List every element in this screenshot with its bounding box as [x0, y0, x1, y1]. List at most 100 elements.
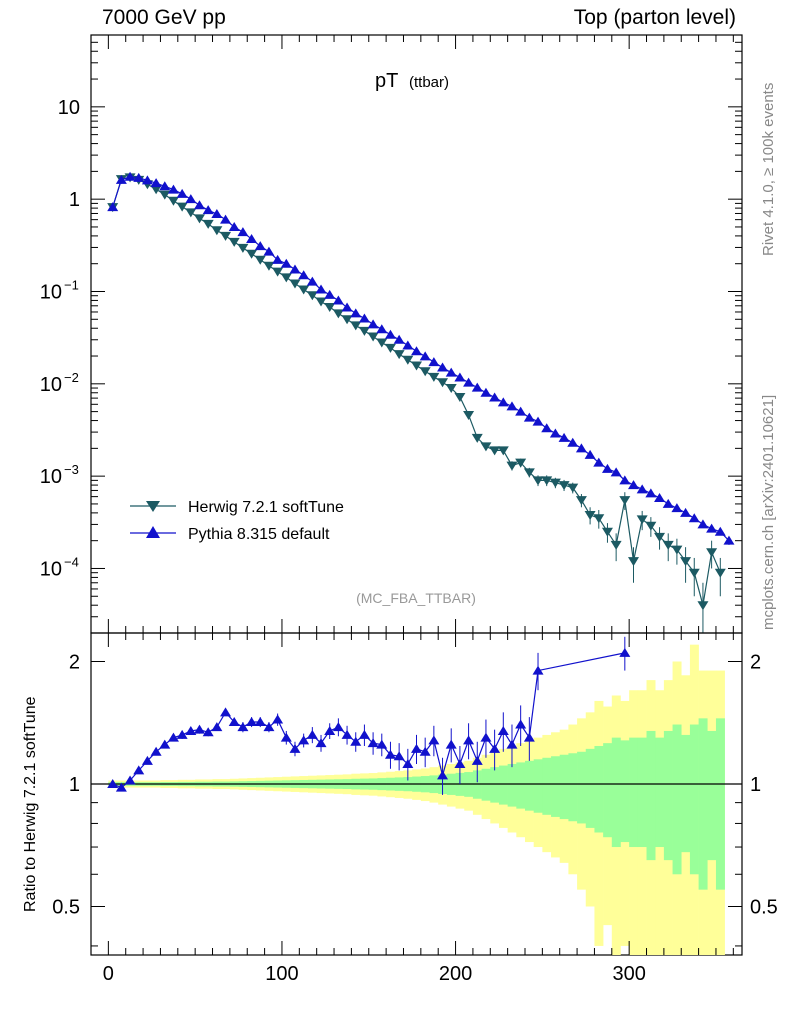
data-point-herwig: [454, 392, 466, 402]
data-point-herwig: [549, 478, 561, 488]
ratio-y-tick-label-right: 2: [750, 652, 761, 674]
main-y-tick-label: 10: [58, 97, 80, 119]
data-point-herwig: [688, 568, 700, 578]
data-point-pythia: [428, 357, 440, 367]
data-point-pythia: [463, 377, 475, 387]
data-point-herwig: [619, 496, 631, 506]
ratio-uncertainty-bands: [108, 644, 725, 955]
ratio-point: [167, 732, 179, 742]
main-plot-frame: [90, 34, 743, 634]
data-point-herwig: [263, 261, 275, 271]
data-point-pythia: [272, 254, 284, 264]
band-inner: [585, 748, 595, 828]
data-point-pythia: [141, 175, 153, 185]
ratio-point: [506, 739, 518, 749]
data-point-herwig: [411, 361, 422, 371]
legend-label-pythia: Pythia 8.315 default: [188, 526, 330, 543]
data-point-herwig: [358, 326, 370, 336]
data-point-pythia: [124, 171, 136, 181]
data-point-pythia: [601, 463, 613, 473]
data-point-pythia: [246, 234, 258, 244]
data-point-herwig: [350, 321, 362, 331]
data-point-pythia: [202, 205, 214, 215]
data-point-pythia: [280, 258, 292, 268]
data-point-pythia: [358, 313, 370, 323]
data-point-herwig: [315, 297, 327, 307]
data-point-herwig: [706, 548, 718, 558]
ratio-point: [237, 722, 249, 732]
data-point-pythia: [688, 513, 700, 523]
data-point-pythia: [150, 178, 162, 188]
data-point-pythia: [723, 535, 735, 545]
ratio-point: [324, 725, 336, 735]
ratio-y-tick-label: 0.5: [52, 896, 80, 918]
data-point-pythia: [194, 200, 205, 210]
data-point-pythia: [575, 443, 587, 453]
header-observable: Top (parton level): [573, 6, 736, 29]
data-point-pythia: [567, 437, 579, 447]
legend-marker-pythia: [146, 526, 160, 538]
data-point-pythia: [610, 467, 622, 477]
data-point-pythia: [437, 362, 449, 372]
data-point-pythia: [671, 503, 683, 513]
data-point-pythia: [515, 406, 527, 416]
data-point-pythia: [228, 221, 240, 231]
data-point-pythia: [411, 346, 422, 356]
data-point-herwig: [376, 338, 388, 348]
data-point-herwig: [471, 433, 483, 443]
band-inner: [559, 754, 569, 820]
band-inner: [577, 751, 587, 824]
ratio-point: [497, 725, 509, 735]
data-point-pythia: [662, 498, 674, 508]
data-point-pythia: [628, 480, 639, 490]
data-point-herwig: [575, 496, 587, 506]
data-point-herwig: [306, 291, 318, 301]
data-point-pythia: [541, 423, 553, 433]
data-point-herwig: [176, 202, 188, 212]
ratio-point: [185, 725, 197, 735]
ratio-series-layer: [107, 636, 631, 795]
band-inner: [542, 757, 552, 815]
data-point-herwig: [220, 231, 232, 241]
data-point-pythia: [185, 194, 197, 204]
data-point-pythia: [384, 329, 396, 339]
ratio-point: [107, 778, 119, 788]
data-point-herwig: [419, 367, 431, 377]
band-inner: [525, 760, 534, 811]
x-tick-label: 200: [439, 963, 472, 985]
data-point-herwig: [593, 514, 605, 524]
data-point-pythia: [289, 264, 301, 274]
data-point-herwig: [211, 226, 223, 236]
band-inner: [672, 724, 682, 875]
data-point-herwig: [610, 540, 622, 550]
ratio-point: [254, 717, 266, 727]
analysis-watermark: (MC_FBA_TTBAR): [356, 590, 476, 606]
ratio-y-tick-label: 2: [69, 652, 80, 674]
data-point-pythia: [324, 289, 336, 299]
ratio-point: [332, 722, 344, 732]
ratio-point: [376, 739, 388, 749]
data-point-herwig: [558, 481, 570, 491]
ratio-point: [141, 755, 153, 765]
legend-marker-herwig: [146, 501, 160, 512]
ratio-point: [124, 775, 136, 785]
data-point-herwig: [202, 219, 214, 229]
ratio-y-tick-label: 1: [69, 774, 80, 796]
data-point-herwig: [489, 446, 501, 456]
ratio-point: [246, 717, 258, 727]
band-inner: [551, 756, 561, 817]
band-inner: [707, 730, 717, 861]
x-tick-label: 100: [265, 963, 298, 985]
data-point-herwig: [697, 601, 709, 611]
data-point-pythia: [506, 401, 518, 411]
main-y-tick-label: 10: [40, 281, 62, 303]
data-point-pythia: [489, 392, 501, 402]
band-inner: [620, 740, 630, 843]
ratio-point: [463, 735, 475, 745]
x-tick-label: 300: [612, 963, 645, 985]
x-tick-label: 0: [103, 963, 114, 985]
data-point-herwig: [428, 372, 440, 382]
ratio-point: [315, 738, 327, 748]
ratio-point: [263, 722, 275, 732]
